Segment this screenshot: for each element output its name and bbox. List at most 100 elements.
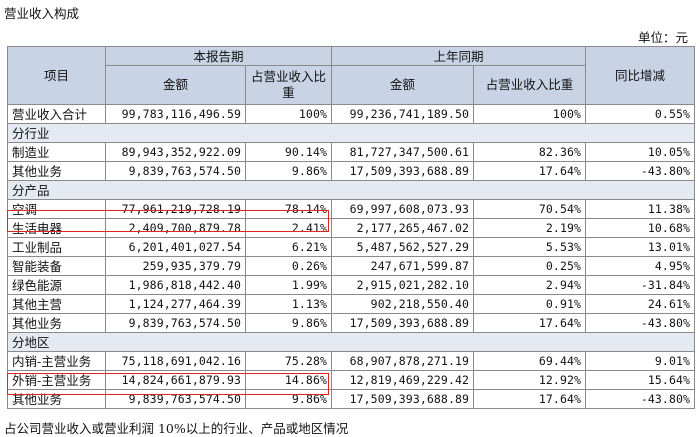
cell-cur-amount: 259,935,379.79 <box>105 256 246 276</box>
cell-cur-ratio: 78.14% <box>244 199 333 219</box>
total-yoy: 0.55% <box>585 104 696 124</box>
cell-yoy: -43.80% <box>585 161 696 181</box>
cell-prev-ratio: 0.91% <box>473 294 587 314</box>
table-body: 营业收入合计 99,783,116,496.59 100% 99,236,741… <box>6 104 696 409</box>
revenue-table: 项目 本报告期 上年同期 同比增减 金额 占营业收入比重 金额 占营业收入比重 … <box>6 46 696 409</box>
total-row: 营业收入合计 99,783,116,496.59 100% 99,236,741… <box>7 104 696 124</box>
section-title: 分产品 <box>6 180 696 200</box>
cell-prev-ratio: 2.94% <box>473 275 587 295</box>
cell-prev-amount: 247,671,599.87 <box>331 256 475 276</box>
cell-yoy: 9.01% <box>585 351 696 371</box>
unit-label: 单位：元 <box>637 30 688 45</box>
cell-cur-amount: 1,986,818,442.40 <box>105 275 246 295</box>
cell-cur-ratio: 9.86% <box>244 389 333 409</box>
cell-cur-ratio: 9.86% <box>244 313 333 333</box>
total-prev-ratio: 100% <box>473 104 587 124</box>
cell-yoy: 10.68% <box>585 218 696 238</box>
cell-yoy: 11.38% <box>585 199 696 219</box>
total-label: 营业收入合计 <box>7 104 106 124</box>
cell-label: 其他主营 <box>7 294 106 314</box>
cell-yoy: -43.80% <box>585 313 696 333</box>
cell-prev-ratio: 17.64% <box>473 313 587 333</box>
section-row: 分地区 <box>6 332 696 352</box>
cell-prev-amount: 68,907,878,271.19 <box>331 351 475 371</box>
table-row: 其他业务 9,839,763,574.50 9.86% 17,509,393,688.… <box>7 389 696 409</box>
cell-yoy: 13.01% <box>585 237 696 257</box>
cell-cur-amount: 9,839,763,574.50 <box>105 161 246 181</box>
header-prior-ratio: 占营业收入比重 <box>473 65 587 105</box>
header-current-amount: 金额 <box>105 65 246 105</box>
table-row: 内销-主营业务 75,118,691,042.16 75.28% 68,907,878… <box>7 351 696 371</box>
cell-label: 绿色能源 <box>7 275 106 295</box>
table-row: 绿色能源 1,986,818,442.40 1.99% 2,915,021,282.1… <box>7 275 696 295</box>
total-cur-amount: 99,783,116,496.59 <box>105 104 246 124</box>
cell-yoy: 4.95% <box>585 256 696 276</box>
section-title: 分地区 <box>6 332 696 352</box>
cell-prev-amount: 69,997,608,073.93 <box>331 199 475 219</box>
table-row: 智能装备 259,935,379.79 0.26% 247,671,599.87 0.2… <box>7 256 696 276</box>
header-yoy: 同比增减 <box>585 46 696 105</box>
cell-cur-ratio: 2.41% <box>244 218 333 238</box>
table-row: 其他主营 1,124,277,464.39 1.13% 902,218,550.40 0… <box>7 294 696 314</box>
cell-prev-ratio: 82.36% <box>473 142 587 162</box>
section-row: 分行业 <box>6 123 696 143</box>
footer-note: 占公司营业收入或营业利润 10%以上的行业、产品或地区情况 <box>4 421 349 436</box>
cell-label: 制造业 <box>7 142 106 162</box>
cell-yoy: 10.05% <box>585 142 696 162</box>
cell-prev-ratio: 0.25% <box>473 256 587 276</box>
cell-prev-ratio: 70.54% <box>473 199 587 219</box>
cell-yoy: 24.61% <box>585 294 696 314</box>
header-current-period: 本报告期 <box>104 46 333 66</box>
cell-prev-amount: 2,177,265,467.02 <box>331 218 475 238</box>
cell-cur-amount: 9,839,763,574.50 <box>105 389 246 409</box>
cell-prev-amount: 902,218,550.40 <box>331 294 475 314</box>
cell-cur-amount: 2,409,700,879.78 <box>105 218 246 238</box>
cell-cur-ratio: 0.26% <box>244 256 333 276</box>
cell-prev-ratio: 5.53% <box>473 237 587 257</box>
cell-yoy: -31.84% <box>585 275 696 295</box>
table-row: 工业制品 6,201,401,027.54 6.21% 5,487,562,527.2… <box>7 237 696 257</box>
header-prior-period: 上年同期 <box>331 46 587 66</box>
cell-cur-amount: 75,118,691,042.16 <box>105 351 246 371</box>
cell-prev-amount: 17,509,393,688.89 <box>331 389 475 409</box>
section-row: 分产品 <box>6 180 696 200</box>
cell-cur-ratio: 14.86% <box>244 370 333 390</box>
cell-cur-amount: 9,839,763,574.50 <box>105 313 246 333</box>
cell-yoy: -43.80% <box>585 389 696 409</box>
total-prev-amount: 99,236,741,189.50 <box>331 104 475 124</box>
section-title: 分行业 <box>6 123 696 143</box>
table-row: 制造业 89,943,352,922.09 90.14% 81,727,347,500… <box>7 142 696 162</box>
table-row: 空调 77,961,219,728.19 78.14% 69,997,608,073.… <box>7 199 696 219</box>
cell-cur-ratio: 6.21% <box>244 237 333 257</box>
table-row: 生活电器 2,409,700,879.78 2.41% 2,177,265,467.0… <box>7 218 696 238</box>
header-prior-amount: 金额 <box>331 65 475 105</box>
cell-cur-ratio: 75.28% <box>244 351 333 371</box>
cell-cur-amount: 77,961,219,728.19 <box>105 199 246 219</box>
cell-prev-ratio: 69.44% <box>473 351 587 371</box>
cell-cur-amount: 6,201,401,027.54 <box>105 237 246 257</box>
cell-prev-amount: 5,487,562,527.29 <box>331 237 475 257</box>
cell-label: 外销-主营业务 <box>7 370 106 390</box>
cell-label: 其他业务 <box>7 313 106 333</box>
cell-prev-amount: 81,727,347,500.61 <box>331 142 475 162</box>
cell-prev-amount: 17,509,393,688.89 <box>331 161 475 181</box>
total-cur-ratio: 100% <box>244 104 333 124</box>
cell-label: 智能装备 <box>7 256 106 276</box>
cell-prev-ratio: 2.19% <box>473 218 587 238</box>
cell-cur-ratio: 9.86% <box>244 161 333 181</box>
cell-cur-amount: 14,824,661,879.93 <box>105 370 246 390</box>
cell-prev-amount: 12,819,469,229.42 <box>331 370 475 390</box>
header-current-ratio: 占营业收入比重 <box>244 65 333 105</box>
cell-prev-ratio: 17.64% <box>473 161 587 181</box>
cell-cur-amount: 1,124,277,464.39 <box>105 294 246 314</box>
table-row: 外销-主营业务 14,824,661,879.93 14.86% 12,819,469… <box>7 370 696 390</box>
cell-label: 生活电器 <box>7 218 106 238</box>
cell-cur-amount: 89,943,352,922.09 <box>105 142 246 162</box>
cell-prev-ratio: 12.92% <box>473 370 587 390</box>
cell-label: 其他业务 <box>7 161 106 181</box>
cell-label: 其他业务 <box>7 389 106 409</box>
cell-prev-amount: 2,915,021,282.10 <box>331 275 475 295</box>
cell-cur-ratio: 90.14% <box>244 142 333 162</box>
cell-label: 内销-主营业务 <box>7 351 106 371</box>
cell-yoy: 15.64% <box>585 370 696 390</box>
